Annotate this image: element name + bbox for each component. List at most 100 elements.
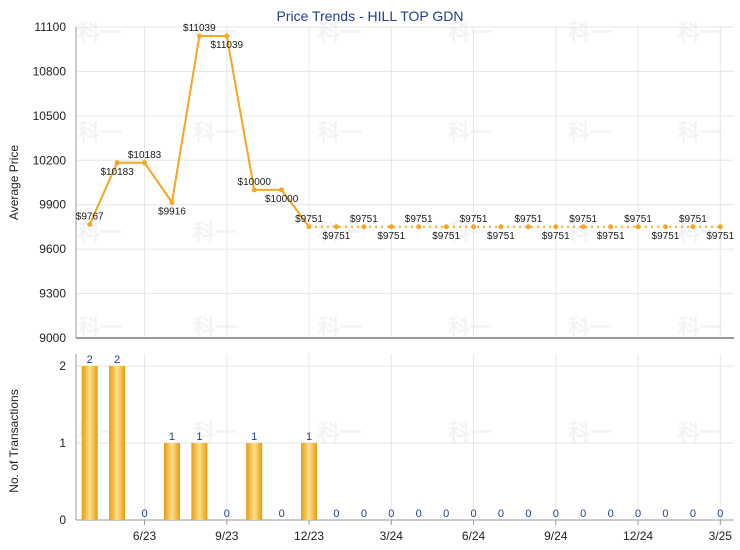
- transactions-panel: 0 1 2 6/23 9/23 12/23 3/24 6/24 9/24 12/24 3/25 No.…: [7, 354, 734, 543]
- price-data-label: $10183: [128, 150, 162, 161]
- price-point: [169, 199, 175, 205]
- watermark-text: 科一: [78, 221, 122, 246]
- chart-title: Price Trends - HILL TOP GDN: [277, 8, 464, 24]
- price-y-axis-title: Average Price: [7, 145, 21, 220]
- price-data-label: $10000: [265, 194, 299, 205]
- transaction-count-label: 0: [443, 508, 449, 520]
- transaction-count-label: 0: [224, 508, 230, 520]
- watermark-text: 科一: [678, 121, 722, 146]
- transaction-count-label: 0: [635, 508, 641, 520]
- price-data-label: $9751: [377, 231, 405, 242]
- price-data-label: $9751: [652, 231, 680, 242]
- transaction-count-label: 0: [141, 508, 147, 520]
- transaction-count-label: 0: [553, 508, 559, 520]
- price-point: [690, 224, 696, 230]
- watermark-text: 科一: [78, 21, 122, 46]
- x-tick-label: 9/24: [544, 529, 568, 543]
- watermark-text: 科一: [193, 121, 237, 146]
- transaction-count-label: 1: [251, 431, 257, 443]
- transaction-count-label: 0: [525, 508, 531, 520]
- price-data-label: $11039: [183, 23, 216, 34]
- transaction-count-label: 0: [416, 508, 422, 520]
- transaction-count-label: 0: [279, 508, 285, 520]
- watermark-text: 科一: [78, 121, 122, 146]
- transaction-bar: [246, 443, 263, 520]
- transaction-count-label: 0: [470, 508, 476, 520]
- x-tick-label: 3/24: [380, 529, 404, 543]
- watermark-text: 科一: [448, 21, 492, 46]
- transaction-count-label: 0: [498, 508, 504, 520]
- watermark-text: 科一: [678, 21, 722, 46]
- watermark-text: 科一: [448, 221, 492, 246]
- transaction-count-label: 1: [169, 431, 175, 443]
- watermark-text: 科一: [318, 221, 362, 246]
- transaction-bar: [191, 443, 208, 520]
- price-data-label: $9751: [569, 214, 597, 225]
- txn-tick-label: 2: [59, 359, 66, 373]
- transaction-count-label: 2: [87, 354, 93, 366]
- price-data-label: $9751: [679, 214, 707, 225]
- price-data-label: $9751: [706, 231, 734, 242]
- price-data-label: $9751: [542, 231, 570, 242]
- price-tick-label: 9300: [39, 287, 66, 301]
- price-data-label: $9751: [323, 231, 351, 242]
- price-point: [142, 160, 148, 166]
- watermark-text: 科一: [448, 316, 492, 341]
- price-point: [416, 224, 422, 230]
- price-data-label: $11039: [210, 40, 243, 51]
- price-data-label: $10000: [238, 177, 272, 188]
- price-point: [498, 224, 504, 230]
- price-point: [306, 224, 312, 230]
- price-point: [333, 224, 339, 230]
- price-point: [279, 187, 285, 193]
- price-data-label: $9751: [597, 231, 625, 242]
- price-data-label: $9751: [350, 214, 378, 225]
- price-point: [471, 224, 477, 230]
- watermark-text: 科一: [448, 121, 492, 146]
- price-point: [87, 221, 93, 227]
- watermark-text: 科一: [318, 316, 362, 341]
- price-point: [608, 224, 614, 230]
- price-panel: 9000 9300 9600 9900 10200 10500 10800 11100 Aver…: [7, 20, 735, 345]
- watermark-text: 科一: [568, 221, 612, 246]
- transaction-count-label: 0: [608, 508, 614, 520]
- price-point: [388, 224, 394, 230]
- price-point: [443, 224, 449, 230]
- price-data-label: $9751: [432, 231, 460, 242]
- watermark-text: 科一: [678, 221, 722, 246]
- transaction-count-label: 0: [662, 508, 668, 520]
- price-point: [196, 33, 202, 39]
- transaction-count-label: 1: [306, 431, 312, 443]
- price-data-label: $9751: [514, 214, 542, 225]
- transaction-count-label: 0: [690, 508, 696, 520]
- txn-tick-label: 1: [59, 436, 66, 450]
- price-data-label: $9751: [460, 214, 488, 225]
- price-point: [114, 160, 120, 166]
- transaction-bar: [301, 443, 318, 520]
- watermark-text: 科一: [193, 421, 237, 446]
- x-tick-label: 12/24: [623, 529, 653, 543]
- txn-tick-label: 0: [59, 513, 66, 527]
- watermark-text: 科一: [568, 316, 612, 341]
- transaction-bar: [81, 366, 98, 520]
- watermark-text: 科一: [193, 21, 237, 46]
- transaction-count-label: 0: [580, 508, 586, 520]
- price-point: [662, 224, 668, 230]
- transaction-count-label: 0: [388, 508, 394, 520]
- transaction-count-label: 2: [114, 354, 120, 366]
- watermark-text: 科一: [678, 316, 722, 341]
- price-data-label: $9916: [158, 206, 186, 217]
- transaction-count-label: 0: [333, 508, 339, 520]
- price-data-label: $9751: [405, 214, 433, 225]
- transaction-count-label: 1: [196, 431, 202, 443]
- price-point: [580, 224, 586, 230]
- transaction-bar: [163, 443, 180, 520]
- watermark-text: 科一: [193, 316, 237, 341]
- watermark-text: 科一: [448, 421, 492, 446]
- x-tick-label: 3/25: [709, 529, 733, 543]
- price-data-label: $9767: [76, 211, 104, 222]
- watermark-text: 科一: [568, 121, 612, 146]
- price-point: [525, 224, 531, 230]
- price-point: [635, 224, 641, 230]
